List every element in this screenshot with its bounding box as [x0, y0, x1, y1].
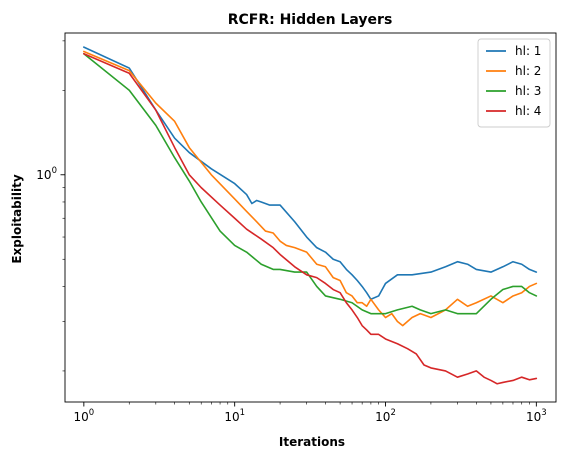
- series-line-1: [83, 46, 538, 301]
- chart-title: RCFR: Hidden Layers: [228, 12, 393, 28]
- x-tick-label: 101: [224, 408, 245, 424]
- x-axis-title: Iterations: [279, 435, 345, 449]
- series-line-2: [83, 50, 538, 327]
- legend-label-1: hl: 1: [515, 44, 541, 58]
- legend-box: [477, 38, 551, 128]
- series-line-4: [83, 52, 538, 385]
- axes-layer: 100 101 102 103 100: [36, 32, 557, 424]
- series-line-3: [83, 52, 538, 315]
- legend-label-4: hl: 4: [515, 104, 541, 118]
- series-layer: [83, 46, 538, 385]
- y-tick-label: 100: [36, 166, 57, 182]
- legend-label-2: hl: 2: [515, 64, 541, 78]
- legend: hl: 1 hl: 2 hl: 3 hl: 4: [477, 38, 551, 128]
- legend-label-3: hl: 3: [515, 84, 541, 98]
- y-axis-title: Exploitability: [10, 174, 24, 263]
- x-tick-label: 100: [73, 408, 94, 424]
- plot-frame: [64, 32, 557, 403]
- x-tick-label: 102: [375, 408, 396, 424]
- x-tick-label: 103: [526, 408, 547, 424]
